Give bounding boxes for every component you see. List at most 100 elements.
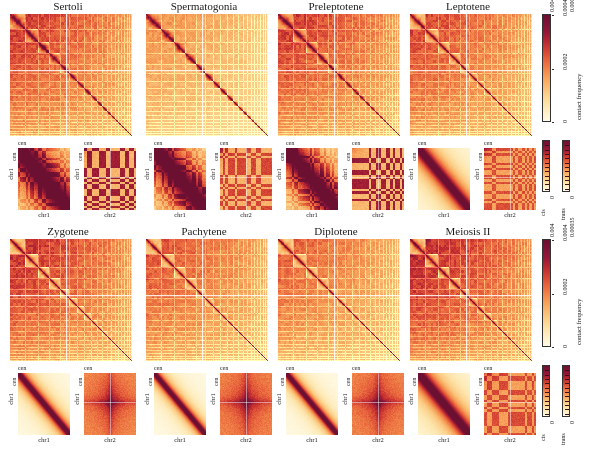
colorbar-axis-label: contact frequency — [576, 73, 583, 120]
cen-label-top: cen — [484, 141, 493, 147]
panel-row-top: Sertoli cen cen chr1 chr1 cen cen chr1 c… — [0, 0, 600, 224]
cen-label-top: cen — [84, 141, 93, 147]
cis-y-axis-label: chr1 — [407, 168, 415, 180]
trans-subpanel: cen cen chr1 chr2 — [208, 365, 274, 449]
trans-colorbar-ticks — [563, 141, 569, 191]
trans-colorbar-gradient — [563, 366, 569, 416]
trans-colorbar — [562, 140, 570, 192]
trans-y-axis-label: chr1 — [73, 393, 81, 405]
panel-zygotene: Zygotene cen cen chr1 chr1 cen cen chr1 … — [4, 225, 138, 449]
cis-x-axis-label: chr1 — [174, 437, 186, 444]
cis-x-axis-label: chr1 — [438, 212, 450, 219]
cen-label-top: cen — [18, 141, 27, 147]
cis-colorbar-min: 0 — [550, 196, 556, 199]
genome-wide-heatmap — [410, 14, 532, 136]
panel-spermatogonia: Spermatogonia cen cen chr1 chr1 cen cen … — [140, 0, 274, 224]
cen-label-top: cen — [286, 366, 295, 372]
trans-x-axis-label: chr2 — [504, 212, 516, 219]
trans-subpanel: cen cen chr1 chr2 — [472, 365, 538, 449]
colorbar-tick-mid: 0.0002 — [563, 53, 569, 71]
trans-colorbar-min: 0 — [570, 421, 576, 424]
cis-colorbar-gradient — [543, 141, 549, 191]
trans-y-axis-label: chr1 — [473, 393, 481, 405]
trans-subpanel: cen cen chr1 chr2 — [208, 140, 274, 224]
cis-x-axis-label: chr1 — [174, 212, 186, 219]
trans-heatmap — [352, 373, 404, 435]
cis-y-axis-label: chr1 — [407, 393, 415, 405]
trans-colorbar-min: 0 — [570, 196, 576, 199]
cis-subpanel: cen cen chr1 chr1 — [406, 140, 472, 224]
panel-title: Leptotene — [446, 1, 490, 13]
cis-colorbar-max: 0.004 — [550, 223, 556, 238]
panel-pachytene: Pachytene cen cen chr1 chr1 cen cen chr1… — [140, 225, 274, 449]
cen-label-top: cen — [418, 366, 427, 372]
genome-wide-heatmap — [146, 239, 268, 361]
trans-colorbar — [562, 365, 570, 417]
contact-frequency-colorbar — [542, 14, 554, 123]
trans-colorbar-max: 0.00035 — [570, 217, 576, 238]
trans-x-axis-label: chr2 — [104, 212, 116, 219]
cis-x-axis-label: chr1 — [38, 212, 50, 219]
panel-title: Spermatogonia — [170, 1, 238, 13]
cen-label-top: cen — [220, 141, 229, 147]
colorbar-area: 0.0004 0.0002 0 contact frequency 0.004 … — [536, 0, 600, 224]
cen-label-top: cen — [220, 366, 229, 372]
trans-subpanel: cen cen chr1 chr2 — [72, 365, 138, 449]
cis-x-axis-label: chr1 — [38, 437, 50, 444]
cen-label-top: cen — [286, 141, 295, 147]
trans-colorbar-ticks — [563, 366, 569, 416]
panel-title: Pachytene — [181, 226, 227, 238]
cen-label-top: cen — [352, 366, 361, 372]
trans-y-axis-label: chr1 — [341, 168, 349, 180]
colorbar-axis-label: contact frequency — [576, 298, 583, 345]
cen-label-top: cen — [154, 366, 163, 372]
cis-x-axis-label: chr1 — [306, 437, 318, 444]
trans-colorbar-label: trans — [561, 433, 567, 445]
subpanel-row: cen cen chr1 chr1 cen cen chr1 chr2 — [4, 365, 138, 449]
panel-title: Preleptotene — [308, 1, 364, 13]
panel-meiosis-ii: Meiosis II cen cen chr1 chr1 cen cen chr… — [404, 225, 538, 449]
panel-diplotene: Diplotene cen cen chr1 chr1 cen cen chr1… — [272, 225, 406, 449]
trans-x-axis-label: chr2 — [372, 212, 384, 219]
genome-wide-heatmap — [10, 239, 132, 361]
cis-colorbar — [542, 365, 550, 417]
trans-heatmap — [484, 373, 536, 435]
cis-y-axis-label: chr1 — [7, 168, 15, 180]
trans-heatmap — [220, 373, 272, 435]
trans-heatmap — [352, 148, 404, 210]
cis-subpanel: cen cen chr1 chr1 — [6, 365, 72, 449]
cis-colorbar-ticks — [543, 141, 549, 191]
cis-y-axis-label: chr1 — [275, 393, 283, 405]
cis-heatmap — [154, 148, 206, 210]
subpanel-row: cen cen chr1 chr1 cen cen chr1 chr2 — [4, 140, 138, 224]
cis-y-axis-label: chr1 — [7, 393, 15, 405]
genome-wide-heatmap — [410, 239, 532, 361]
colorbar-gradient — [543, 240, 550, 346]
subpanel-row: cen cen chr1 chr1 cen cen chr1 chr2 — [140, 365, 274, 449]
trans-subpanel: cen cen chr1 chr2 — [72, 140, 138, 224]
panel-title: Diplotene — [314, 226, 358, 238]
cis-colorbar-label: cis — [541, 434, 547, 441]
subpanel-row: cen cen chr1 chr1 cen cen chr1 chr2 — [404, 365, 538, 449]
cis-x-axis-label: chr1 — [306, 212, 318, 219]
cis-y-axis-label: chr1 — [143, 168, 151, 180]
genome-wide-heatmap — [278, 239, 400, 361]
panel-row-bottom: Zygotene cen cen chr1 chr1 cen cen chr1 … — [0, 218, 600, 449]
cis-y-axis-label: chr1 — [143, 393, 151, 405]
cis-colorbar-max: 0.004 — [550, 0, 556, 12]
cis-x-axis-label: chr1 — [438, 437, 450, 444]
panel-title: Sertoli — [53, 1, 83, 13]
panel-preleptotene: Preleptotene cen cen chr1 chr1 cen cen c… — [272, 0, 406, 224]
cis-subpanel: cen cen chr1 chr1 — [142, 365, 208, 449]
colorbar-area: 0.0004 0.0002 0 contact frequency 0.004 … — [536, 218, 600, 449]
cis-subpanel: cen cen chr1 chr1 — [6, 140, 72, 224]
trans-y-axis-label: chr1 — [473, 168, 481, 180]
cis-subpanel: cen cen chr1 chr1 — [274, 365, 340, 449]
cis-subpanel: cen cen chr1 chr1 — [274, 140, 340, 224]
panel-title: Meiosis II — [445, 226, 491, 238]
cis-colorbar-min: 0 — [550, 421, 556, 424]
subpanel-row: cen cen chr1 chr1 cen cen chr1 chr2 — [272, 365, 406, 449]
genome-wide-heatmap — [10, 14, 132, 136]
trans-x-axis-label: chr2 — [240, 212, 252, 219]
trans-subpanel: cen cen chr1 chr2 — [340, 365, 406, 449]
